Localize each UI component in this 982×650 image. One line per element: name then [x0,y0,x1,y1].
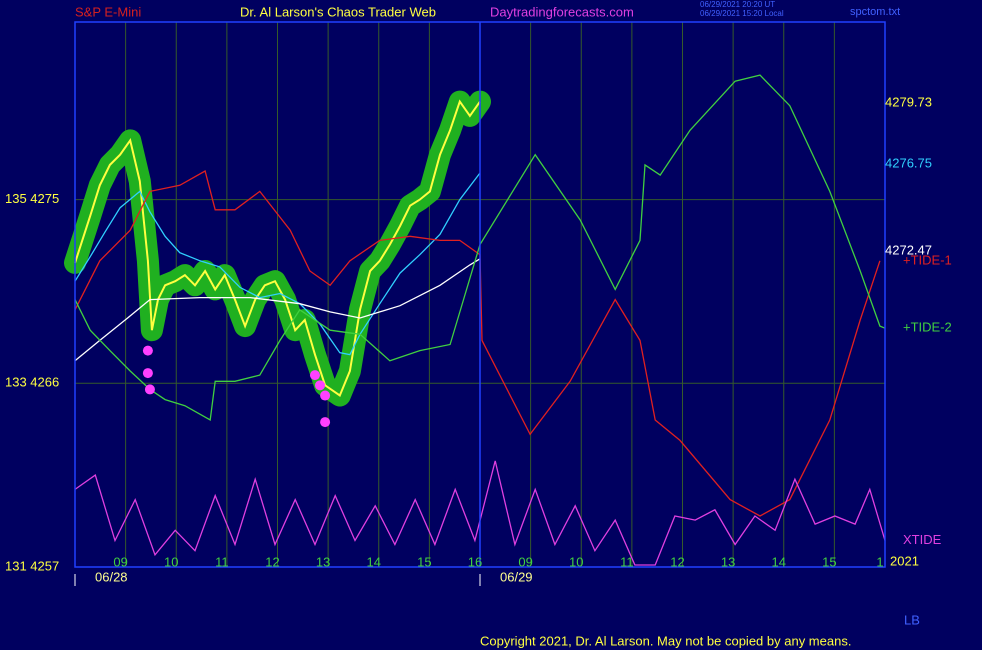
x-tick-label: 16 [468,554,482,569]
x-tick-label: 15 [417,554,431,569]
file-name: spctom.txt [850,6,900,18]
x-tick-label: 10 [569,554,583,569]
date-label: 06/28 [95,569,128,584]
chart-title: S&P E-Mini [75,4,141,19]
dot [320,417,331,428]
site-name: Daytradingforecasts.com [490,4,634,19]
x-tick-label: 14 [772,554,786,569]
x-tick-label: 1 [876,554,883,569]
series-line [74,74,886,422]
last-value-label: 4279.73 [885,94,932,109]
footer: Copyright 2021, Dr. Al Larson. May not b… [480,633,851,648]
year-label: 2021 [890,553,919,568]
series-line [74,460,886,566]
x-tick-label: 09 [518,554,532,569]
last-value-label: 4272.47 [885,243,932,258]
x-tick-label: 11 [620,554,634,569]
corner-mark: LB [904,612,920,627]
x-tick-label: 13 [721,554,735,569]
y-tick-label: 135 4275 [5,191,59,206]
y-tick-label: 133 4266 [5,375,59,390]
series-line [74,172,481,356]
last-value-label: 4276.75 [885,155,932,170]
series-line [74,99,481,398]
series-line [74,170,881,517]
dot [315,380,326,391]
dot [142,368,153,379]
dot [142,345,153,356]
dot [309,370,320,381]
x-tick-label: 10 [164,554,178,569]
y-tick-label: 131 4257 [5,558,59,573]
dot [144,384,155,395]
x-tick-label: 13 [316,554,330,569]
x-tick-label: 12 [265,554,279,569]
timestamp: 06/29/2021 15:20 Local [700,9,784,18]
x-tick-label: 11 [215,554,229,569]
x-tick-label: 15 [822,554,836,569]
legend-label: XTIDE [903,532,942,547]
legend-label: +TIDE-2 [903,320,952,335]
timestamp: 06/29/2021 20:20 UT [700,0,775,9]
date-label: 06/29 [500,569,533,584]
plot-area [64,74,886,566]
series-line [74,258,481,362]
legend-label: +TIDE-1 [903,252,952,267]
x-tick-label: 12 [670,554,684,569]
chart-subtitle: Dr. Al Larson's Chaos Trader Web [240,4,436,19]
x-tick-label: 09 [113,554,127,569]
x-tick-label: 14 [367,554,381,569]
dot [320,390,331,401]
